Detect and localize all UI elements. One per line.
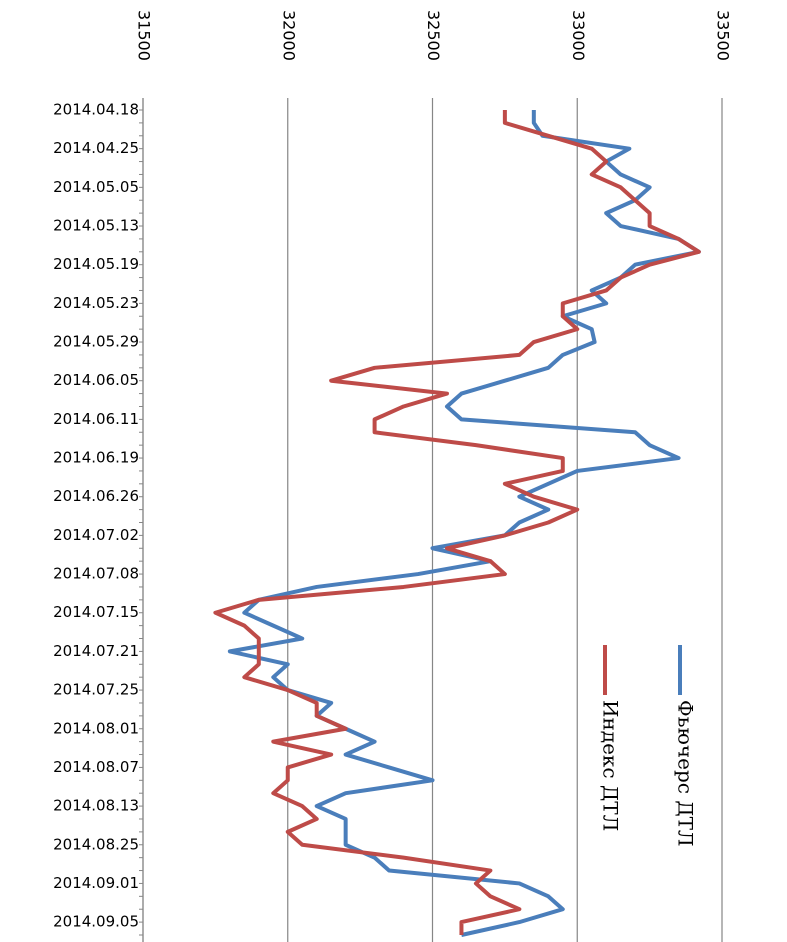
x-tick-label: 31500 [135,10,154,61]
line-series [227,110,701,937]
y-tick-label: 2014.09.01 [53,874,139,892]
x-tick-label: 33000 [569,10,588,61]
y-tick-label: 2014.06.11 [53,410,139,428]
y-tick-label: 2014.08.01 [53,719,139,737]
legend-label: Фьючерс ДТЛ [674,700,698,847]
y-tick-label: 2014.06.26 [53,487,139,505]
legend-label: Индекс ДТЛ [599,700,623,831]
y-tick-label: 2014.07.08 [53,565,139,583]
y-tick-label: 2014.05.23 [53,294,139,312]
y-tick-label: 2014.07.02 [53,526,139,544]
y-tick-label: 2014.05.05 [53,178,139,196]
x-tick-label: 32500 [424,10,443,61]
y-tick-label: 2014.05.19 [53,255,139,273]
y-tick-label: 2014.07.25 [53,681,139,699]
y-tick-label: 2014.05.13 [53,217,139,235]
y-tick-label: 2014.04.25 [53,139,139,157]
y-tick-label: 2014.08.13 [53,797,139,815]
x-tick-label: 33500 [714,10,733,61]
y-tick-label: 2014.09.05 [53,913,139,931]
y-tick-label: 2014.07.21 [53,642,139,660]
y-tick-label: 2014.06.19 [53,449,139,467]
y-tick-label: 2014.08.25 [53,835,139,853]
y-tick-label: 2014.06.05 [53,371,139,389]
x-tick-label: 32000 [279,10,298,61]
y-tick-label: 2014.05.29 [53,333,139,351]
y-tick-label: 2014.07.15 [53,603,139,621]
y-tick-label: 2014.04.18 [53,101,139,119]
line-series [213,110,701,935]
y-tick-label: 2014.08.07 [53,758,139,776]
